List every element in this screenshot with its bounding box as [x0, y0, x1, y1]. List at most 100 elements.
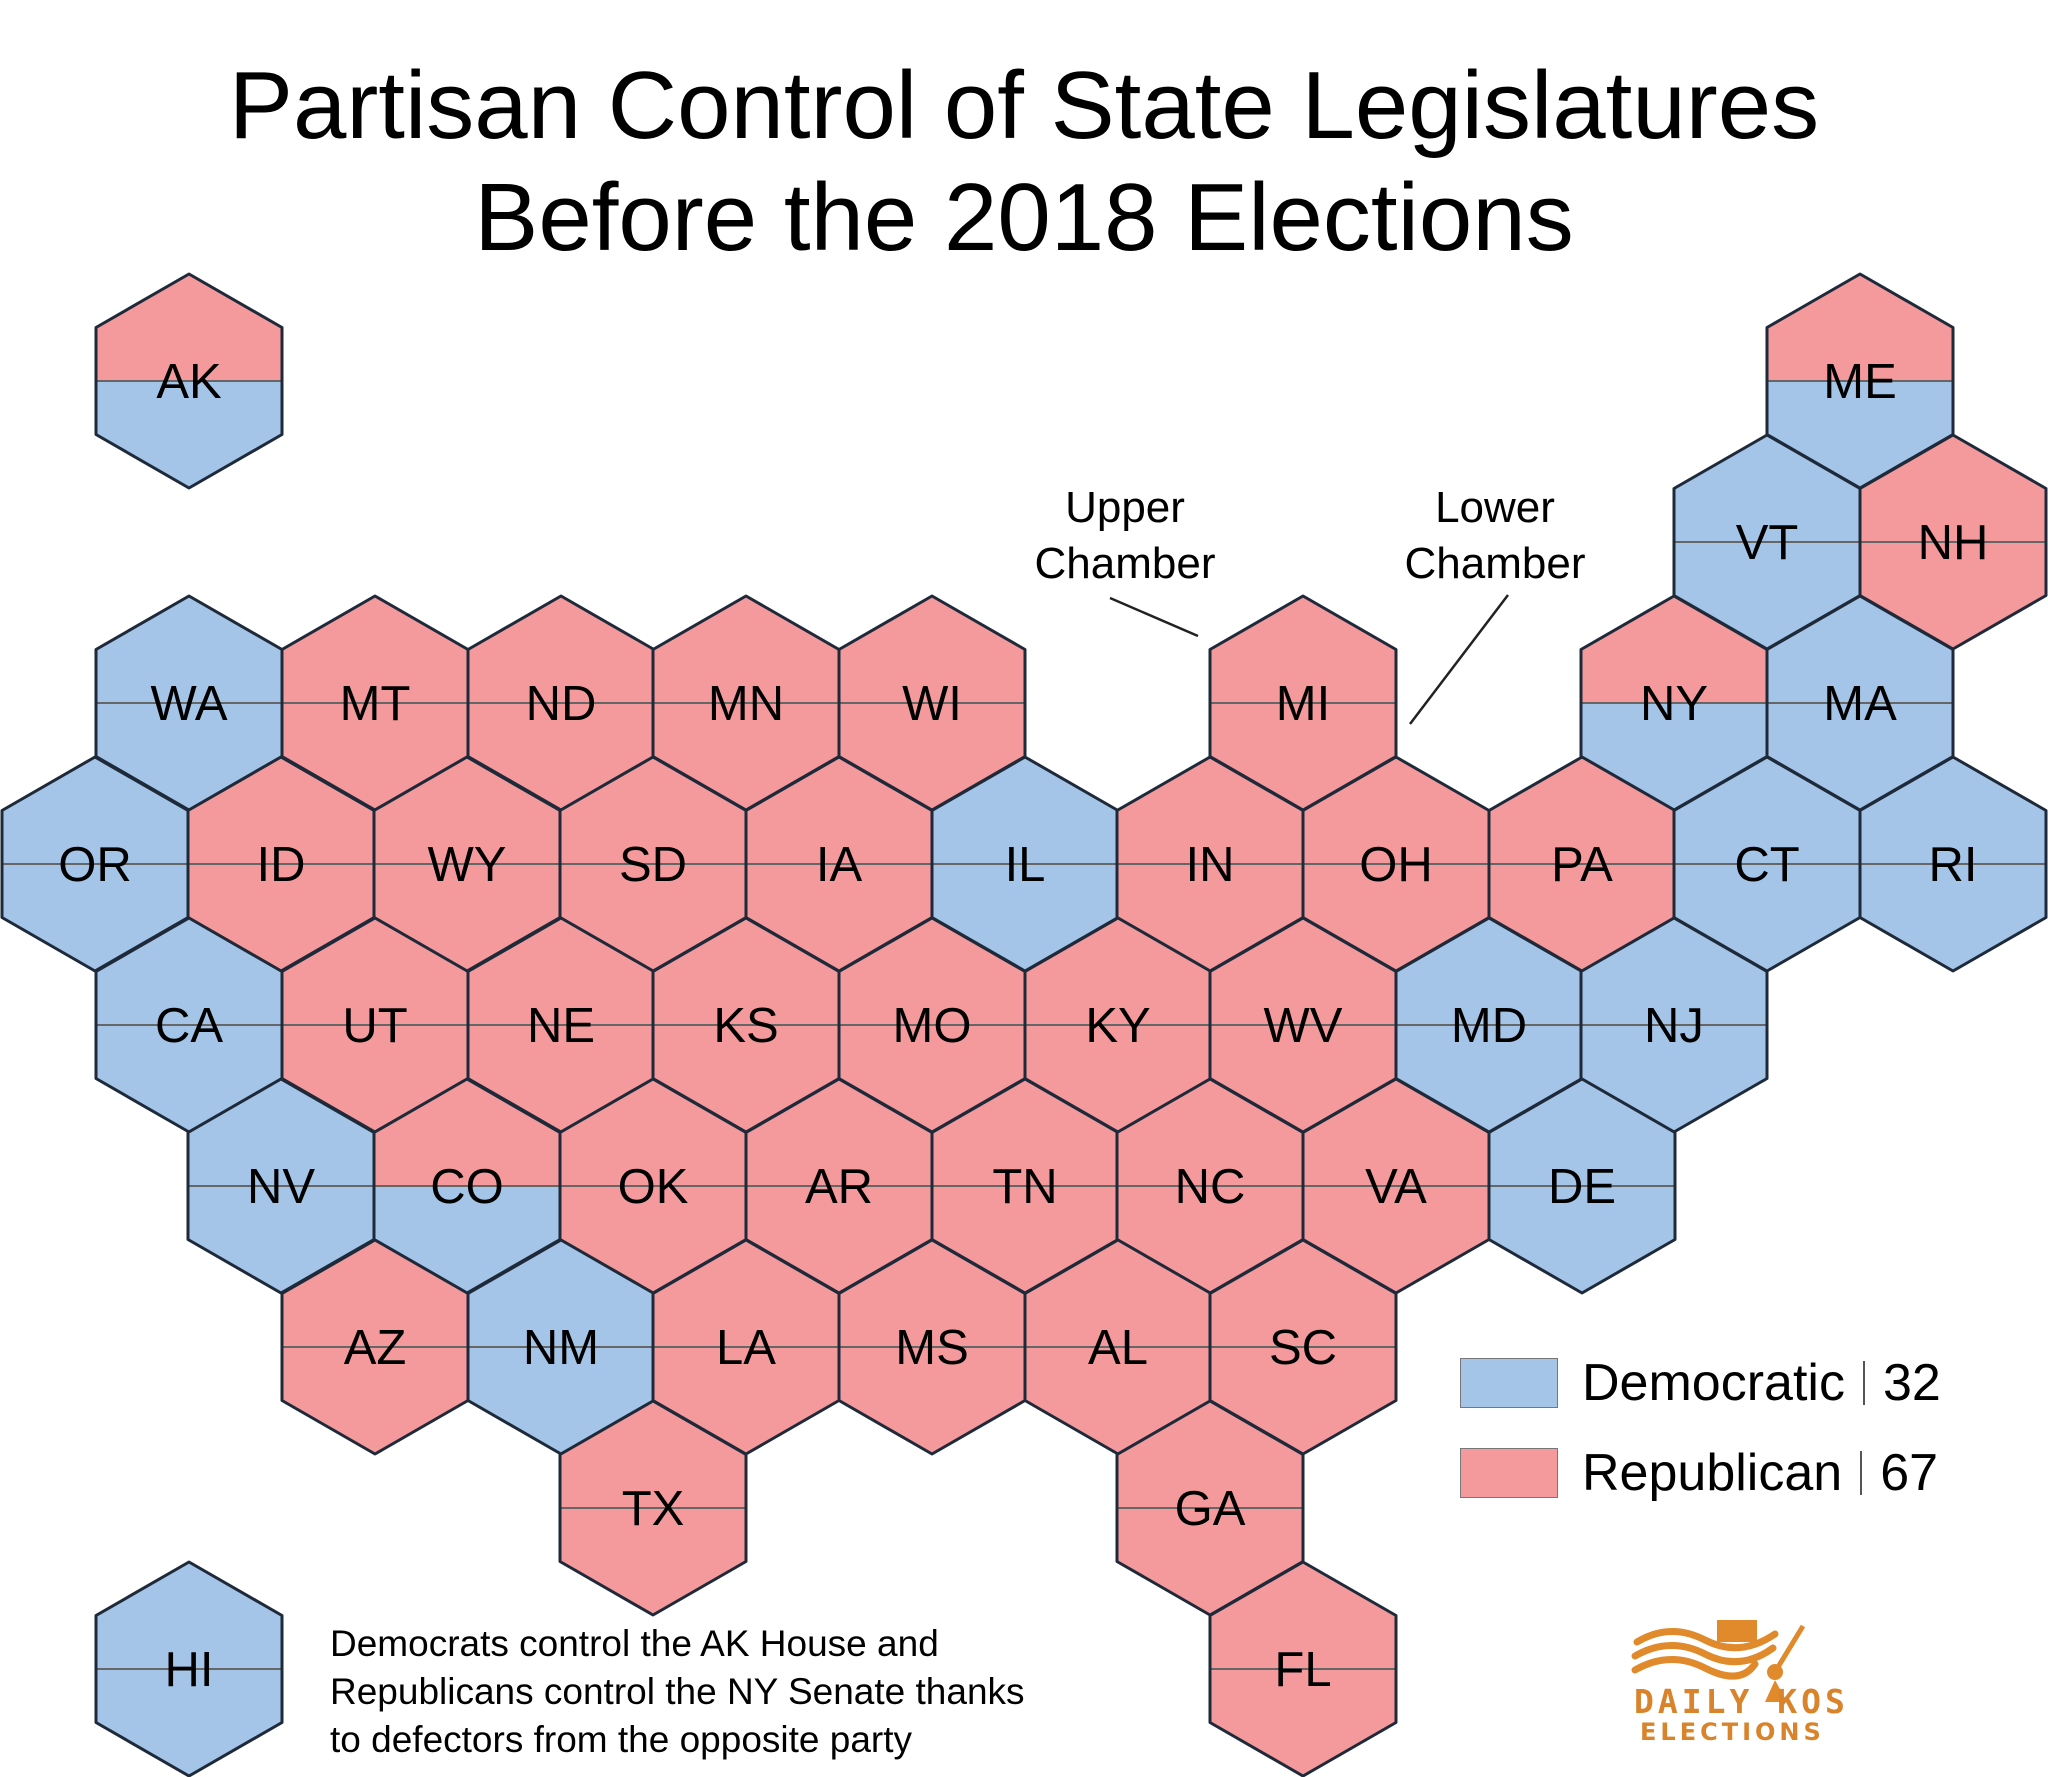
upper-chamber-pointer	[1109, 596, 1199, 638]
state-label-ne: NE	[527, 999, 595, 1053]
state-hex-fl: FL	[1208, 1560, 1398, 1777]
state-label-ct: CT	[1734, 838, 1799, 892]
state-label-de: DE	[1548, 1160, 1616, 1214]
state-label-az: AZ	[344, 1321, 407, 1375]
state-label-or: OR	[58, 838, 132, 892]
footnote-line-3: to defectors from the opposite party	[330, 1719, 913, 1760]
state-label-co: CO	[430, 1160, 504, 1214]
state-label-pa: PA	[1551, 838, 1613, 892]
legend-swatch-democratic	[1460, 1358, 1558, 1408]
lower-chamber-pointer	[1409, 594, 1509, 725]
state-label-ca: CA	[155, 999, 223, 1053]
state-hex-ak: AK	[94, 272, 284, 490]
state-label-nj: NJ	[1644, 999, 1704, 1053]
state-hex-ca: CA	[94, 916, 284, 1134]
state-label-tx: TX	[622, 1482, 685, 1536]
state-label-in: IN	[1186, 838, 1235, 892]
state-label-ak: AK	[156, 355, 222, 409]
state-label-fl: FL	[1274, 1643, 1331, 1697]
state-label-ri: RI	[1929, 838, 1978, 892]
state-label-ut: UT	[342, 999, 407, 1053]
lower-chamber-word-2: Chamber	[1404, 539, 1586, 588]
state-label-hi: HI	[165, 1643, 214, 1697]
legend: Democratic 32 Republican 67	[1460, 1338, 1941, 1518]
state-label-me: ME	[1823, 355, 1897, 409]
state-label-va: VA	[1365, 1160, 1427, 1214]
logo-text-elections: ELECTIONS	[1640, 1718, 1825, 1746]
state-label-mo: MO	[893, 999, 972, 1053]
legend-swatch-republican	[1460, 1448, 1558, 1498]
state-label-sc: SC	[1269, 1321, 1337, 1375]
legend-label-republican: Republican	[1582, 1444, 1843, 1502]
state-label-wa: WA	[150, 677, 227, 731]
lower-chamber-word-1: Lower	[1435, 483, 1555, 532]
state-hex-de: DE	[1487, 1077, 1677, 1295]
title-line-1: Partisan Control of State Legislatures	[228, 52, 1820, 159]
state-label-tn: TN	[992, 1160, 1057, 1214]
state-label-il: IL	[1005, 838, 1046, 892]
state-label-mi: MI	[1276, 677, 1330, 731]
daily-kos-flag-logo-icon	[1631, 1620, 1806, 1702]
state-hex-nh: NH	[1858, 433, 2048, 651]
state-hex-mn: MN	[651, 594, 841, 812]
legend-separator	[1862, 1361, 1865, 1405]
state-label-mn: MN	[708, 677, 784, 731]
hex-outline	[1208, 1560, 1398, 1777]
state-label-ar: AR	[805, 1160, 873, 1214]
footnote-line-1: Democrats control the AK House and	[330, 1623, 939, 1664]
legend-item-democratic: Democratic 32	[1460, 1338, 1941, 1428]
lower-chamber-annotation: Lower Chamber	[1380, 480, 1610, 592]
hex-outline	[94, 272, 284, 490]
state-label-wy: WY	[428, 838, 507, 892]
upper-chamber-word-2: Chamber	[1034, 539, 1216, 588]
state-label-sd: SD	[619, 838, 687, 892]
state-label-la: LA	[716, 1321, 776, 1375]
state-label-oh: OH	[1359, 838, 1433, 892]
state-label-ok: OK	[618, 1160, 689, 1214]
state-label-nd: ND	[526, 677, 597, 731]
state-hex-ms: MS	[837, 1238, 1027, 1456]
legend-label-democratic: Democratic	[1582, 1354, 1845, 1412]
state-label-nm: NM	[523, 1321, 599, 1375]
state-label-wi: WI	[902, 677, 962, 731]
legend-item-republican: Republican 67	[1460, 1428, 1941, 1518]
state-hex-ga: GA	[1115, 1399, 1305, 1617]
state-hex-ar: AR	[744, 1077, 934, 1295]
legend-count-democratic: 32	[1882, 1354, 1941, 1412]
upper-chamber-annotation: Upper Chamber	[1010, 480, 1240, 592]
state-hex-vt: VT	[1672, 433, 1862, 651]
state-hex-az: AZ	[280, 1238, 470, 1456]
upper-chamber-word-1: Upper	[1065, 483, 1185, 532]
state-label-ma: MA	[1823, 677, 1897, 731]
state-label-nv: NV	[247, 1160, 315, 1214]
legend-count-republican: 67	[1880, 1444, 1939, 1502]
map-title: Partisan Control of State Legislatures B…	[0, 50, 2048, 274]
state-label-ga: GA	[1175, 1482, 1246, 1536]
hex-outline	[1487, 1077, 1677, 1295]
state-label-nc: NC	[1175, 1160, 1246, 1214]
state-label-id: ID	[257, 838, 306, 892]
state-hex-tx: TX	[558, 1399, 748, 1617]
footnote: Democrats control the AK House and Repub…	[330, 1620, 1025, 1764]
title-line-2: Before the 2018 Elections	[474, 164, 1574, 271]
state-label-wv: WV	[1264, 999, 1343, 1053]
logo-text-daily-kos: DAILY KOS	[1634, 1682, 1849, 1721]
state-label-ms: MS	[895, 1321, 969, 1375]
state-label-nh: NH	[1918, 516, 1989, 570]
hex-outline	[558, 1399, 748, 1617]
state-label-vt: VT	[1736, 516, 1799, 570]
state-label-ks: KS	[713, 999, 778, 1053]
hex-outline	[94, 1560, 284, 1777]
state-label-ky: KY	[1085, 999, 1150, 1053]
state-label-md: MD	[1451, 999, 1527, 1053]
state-hex-ri: RI	[1858, 755, 2048, 973]
state-label-mt: MT	[340, 677, 411, 731]
state-label-al: AL	[1088, 1321, 1148, 1375]
state-label-ny: NY	[1640, 677, 1708, 731]
legend-separator	[1860, 1451, 1863, 1495]
footnote-line-2: Republicans control the NY Senate thanks	[330, 1671, 1025, 1712]
state-hex-hi: HI	[94, 1560, 284, 1777]
state-label-ia: IA	[816, 838, 863, 892]
hex-outline	[1858, 755, 2048, 973]
